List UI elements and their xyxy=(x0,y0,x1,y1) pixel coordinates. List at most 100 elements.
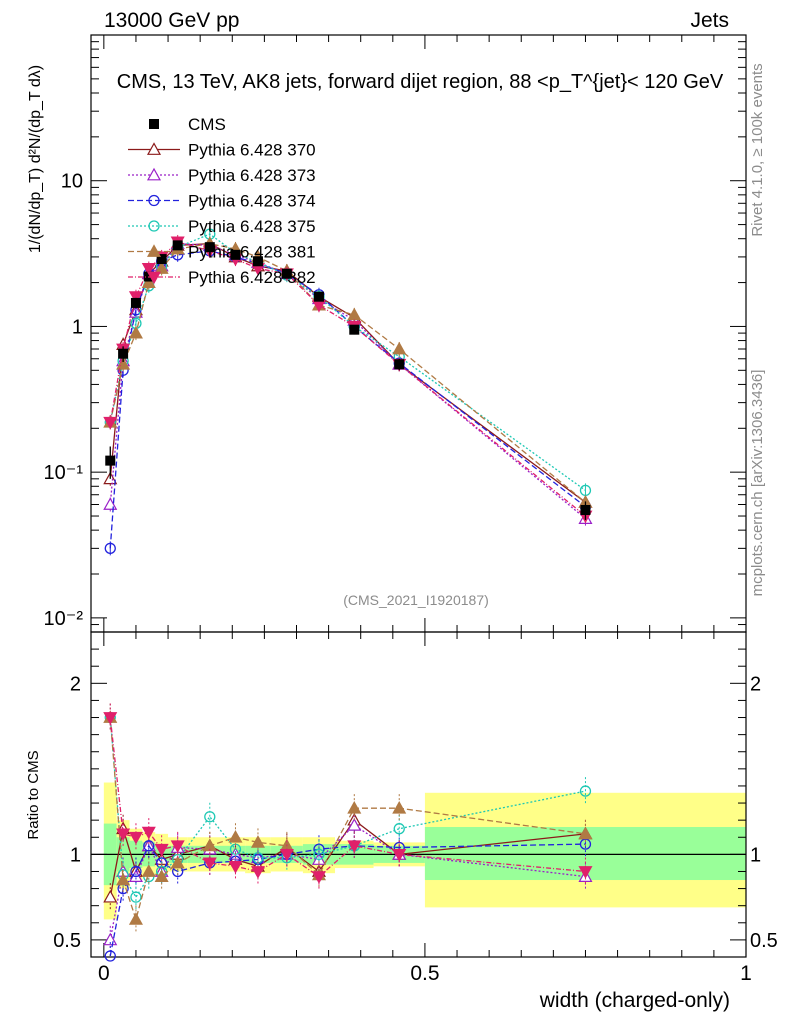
series-6 xyxy=(103,234,593,524)
series-point xyxy=(128,325,143,339)
cms-data xyxy=(105,240,591,520)
ratio-point xyxy=(347,800,362,814)
legend: CMS Pythia 6.428 370 Pythia 6.428 373 Pythi… xyxy=(128,115,316,287)
cms-point xyxy=(349,324,360,335)
legend-label: Pythia 6.428 374 xyxy=(188,192,316,211)
legend-label: Pythia 6.428 381 xyxy=(188,243,316,262)
ratio-point xyxy=(103,889,118,903)
ratio-point xyxy=(392,800,407,814)
legend-marker xyxy=(146,167,162,181)
ratio-point xyxy=(141,826,156,840)
cms-point xyxy=(252,256,263,267)
ratio-point xyxy=(578,826,593,840)
cms-point xyxy=(105,455,116,466)
series-line xyxy=(109,242,586,503)
legend-label-cms: CMS xyxy=(188,115,226,134)
rivet-label: Rivet 4.1.0, ≥ 100k events xyxy=(749,63,766,236)
cms-point xyxy=(204,242,215,253)
ratio-point xyxy=(130,891,142,903)
legend-marker xyxy=(146,271,162,285)
ratio-point xyxy=(141,864,156,877)
legend-marker-cms xyxy=(149,119,159,129)
series-point xyxy=(104,542,116,555)
series-line xyxy=(109,242,586,520)
mcplots-label: mcplots.cern.ch [arXiv:1306.3436] xyxy=(749,370,766,597)
ratio-series-6 xyxy=(103,703,593,891)
cms-point xyxy=(394,359,405,370)
legend-marker xyxy=(146,244,162,257)
series-point xyxy=(103,497,118,510)
legend-label: Pythia 6.428 373 xyxy=(188,166,316,185)
x-tick-label: 0.5 xyxy=(410,962,439,985)
ratio-tick-label-right: 0.5 xyxy=(750,930,778,952)
cms-point xyxy=(580,504,591,515)
ratio-point xyxy=(204,811,216,823)
ratio-tick-label: 1 xyxy=(70,844,81,866)
watermark: (CMS_2021_I1920187) xyxy=(343,592,489,608)
ratio-point xyxy=(313,848,325,861)
series-line xyxy=(109,241,586,517)
series-line xyxy=(109,233,586,491)
cms-point xyxy=(118,348,129,359)
ratio-plot-frame xyxy=(90,631,747,958)
legend-label: Pythia 6.428 375 xyxy=(188,217,316,236)
ratio-point xyxy=(279,848,294,862)
ratio-point xyxy=(250,866,265,879)
ratio-point xyxy=(579,785,592,797)
cms-point xyxy=(230,249,241,260)
series-4 xyxy=(104,227,592,498)
y-tick-label: 10⁻¹ xyxy=(44,462,84,484)
y-tick-label: 1 xyxy=(72,316,83,338)
y-tick-label: 10⁻² xyxy=(44,608,84,630)
legend-marker xyxy=(146,142,162,155)
header-right: Jets xyxy=(690,9,729,32)
y-tick-label: 10 xyxy=(61,171,83,193)
series-point xyxy=(116,357,131,370)
ratio-point xyxy=(128,912,143,925)
x-axis-label: width (charged-only) xyxy=(539,989,730,1012)
cms-point xyxy=(313,291,324,302)
ratio-point xyxy=(170,855,185,869)
ratio-point xyxy=(103,712,118,725)
series-1 xyxy=(103,236,593,510)
series-point xyxy=(141,263,156,276)
ratio-axis-label: Ratio to CMS xyxy=(25,750,42,839)
x-tick-label: 1 xyxy=(740,962,752,985)
ratio-point xyxy=(347,818,362,831)
ratio-point xyxy=(250,835,265,848)
series-point xyxy=(141,275,156,288)
ratio-line xyxy=(109,717,586,899)
ratio-point xyxy=(202,857,217,871)
ratio-point xyxy=(392,848,407,862)
legend-marker xyxy=(148,194,160,207)
ratio-point xyxy=(116,872,131,886)
series-point xyxy=(128,291,143,304)
series-line xyxy=(109,250,586,549)
cms-point xyxy=(130,297,141,308)
ratio-tick-label-right: 1 xyxy=(750,844,761,866)
ratio-point xyxy=(347,840,362,854)
cms-point xyxy=(172,240,183,251)
series-5 xyxy=(103,236,593,510)
plot-title: CMS, 13 TeV, AK8 jets, forward dijet reg… xyxy=(117,71,724,93)
ratio-point xyxy=(311,871,326,884)
ratio-line xyxy=(109,824,586,941)
ratio-point xyxy=(130,865,142,878)
ratio-point xyxy=(578,866,593,879)
cms-point xyxy=(156,254,167,265)
ratio-tick-label: 0.5 xyxy=(53,930,81,952)
y-axis-label: 1/(dN/dp_T) d²N/(dp_T dλ) xyxy=(27,65,44,253)
x-tick-label: 0 xyxy=(98,962,110,985)
series-2 xyxy=(103,236,593,526)
ratio-point xyxy=(228,860,243,874)
series-line xyxy=(109,242,586,503)
cms-point xyxy=(281,268,292,279)
ratio-point xyxy=(154,869,169,883)
ratio-line xyxy=(109,717,586,922)
series-point xyxy=(392,341,407,355)
header-left: 13000 GeV pp xyxy=(104,9,239,32)
ratio-point xyxy=(116,828,131,842)
ratio-point xyxy=(393,823,405,835)
legend-marker xyxy=(148,220,160,232)
series-3 xyxy=(104,243,592,556)
